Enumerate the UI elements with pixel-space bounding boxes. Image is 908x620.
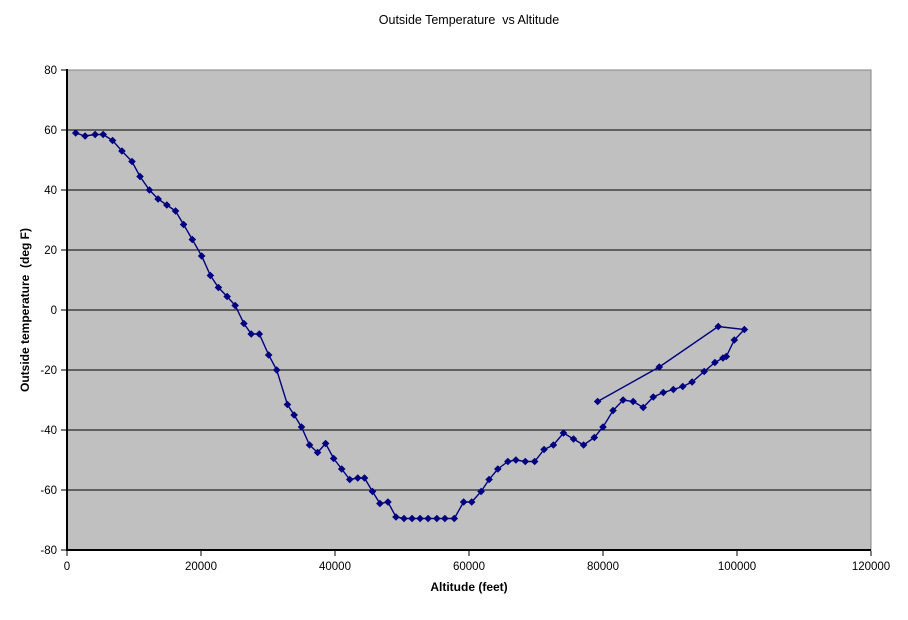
data-point-marker: [416, 514, 424, 523]
data-point-marker: [619, 396, 627, 404]
data-point-marker: [392, 513, 400, 521]
x-tick-label: 100000: [718, 561, 756, 573]
data-point-marker: [669, 385, 678, 394]
y-tick-label: -80: [40, 545, 57, 557]
data-point-marker: [108, 136, 117, 145]
data-point-marker: [579, 441, 588, 449]
data-point-marker: [441, 514, 449, 523]
data-point-marker: [188, 235, 197, 244]
data-point-marker: [290, 411, 298, 419]
data-point-marker: [91, 130, 99, 139]
data-point-marker: [494, 465, 502, 473]
data-point-marker: [678, 382, 687, 391]
data-point-marker: [521, 457, 530, 466]
data-point-marker: [264, 351, 273, 359]
data-point-marker: [467, 498, 476, 506]
y-tick-label: 0: [51, 305, 57, 317]
data-point-marker: [384, 498, 392, 506]
y-tick-label: -40: [40, 425, 57, 437]
data-point-marker: [171, 207, 180, 215]
data-point-marker: [272, 366, 281, 374]
data-point-marker: [163, 201, 171, 209]
y-tick-label: 60: [44, 125, 57, 137]
chart-title: Outside Temperature vs Altitude: [378, 13, 560, 27]
data-point-marker: [368, 487, 377, 496]
data-point-marker: [321, 439, 330, 448]
data-point-marker: [214, 283, 223, 292]
data-point-marker: [81, 132, 89, 140]
y-tick-label: 20: [44, 245, 57, 257]
x-tick-label: 20000: [185, 561, 217, 573]
data-point-marker: [247, 330, 256, 338]
data-point-marker: [450, 514, 459, 523]
data-point-marker: [730, 336, 739, 344]
data-point-marker: [136, 172, 144, 181]
data-point-marker: [206, 271, 215, 280]
data-point-marker: [477, 487, 485, 496]
data-point-marker: [590, 433, 599, 442]
data-point-marker: [329, 454, 338, 463]
data-point-marker: [599, 423, 607, 431]
data-point-marker: [609, 406, 617, 415]
data-point-marker: [223, 292, 231, 301]
data-point-marker: [512, 456, 520, 464]
data-point-marker: [231, 301, 239, 310]
y-tick-label: 40: [44, 185, 57, 197]
data-point-marker: [154, 195, 162, 203]
data-point-marker: [629, 397, 637, 406]
x-tick-label: 80000: [587, 561, 619, 573]
data-point-marker: [408, 514, 416, 523]
data-point-marker: [639, 403, 647, 412]
data-point-marker: [353, 474, 362, 482]
data-point-marker: [313, 448, 322, 457]
data-point-marker: [659, 388, 668, 397]
data-point-marker: [376, 499, 384, 508]
data-point-marker: [504, 457, 512, 466]
data-point-marker: [400, 514, 408, 523]
data-point-marker: [240, 319, 248, 328]
data-point-marker: [559, 429, 568, 437]
data-point-marker: [197, 252, 206, 260]
data-point-marker: [179, 220, 188, 229]
data-point-marker: [714, 322, 723, 331]
data-point-marker: [145, 186, 154, 194]
data-point-marker: [722, 352, 731, 361]
data-point-marker: [345, 475, 354, 484]
data-point-marker: [128, 157, 136, 166]
x-axis-title: Altitude (feet): [430, 580, 508, 594]
data-point-marker: [649, 393, 658, 401]
x-tick-label: 40000: [319, 561, 351, 573]
data-point-marker: [711, 358, 719, 367]
x-tick-label: 120000: [852, 561, 890, 573]
data-point-marker: [71, 129, 80, 137]
data-point-marker: [700, 367, 708, 376]
x-tick-label: 0: [64, 561, 70, 573]
data-point-marker: [530, 457, 539, 466]
data-point-marker: [459, 498, 468, 506]
data-point-marker: [655, 363, 664, 371]
data-point-marker: [740, 325, 749, 334]
data-point-marker: [688, 378, 696, 386]
data-point-marker: [485, 475, 493, 484]
y-tick-label: -20: [40, 365, 57, 377]
data-point-marker: [433, 514, 441, 523]
data-point-marker: [360, 474, 369, 482]
data-point-marker: [283, 400, 292, 409]
data-point-marker: [424, 514, 432, 523]
data-point-marker: [99, 130, 107, 139]
x-tick-label: 60000: [453, 561, 485, 573]
y-tick-label: -60: [40, 485, 57, 497]
data-point-marker: [305, 441, 314, 449]
data-point-marker: [593, 397, 602, 406]
data-point-marker: [549, 441, 558, 449]
data-point-marker: [569, 435, 578, 443]
data-point-marker: [540, 445, 548, 454]
data-point-marker: [297, 423, 306, 431]
data-point-marker: [337, 465, 346, 473]
y-tick-label: 80: [44, 65, 57, 77]
data-point-marker: [255, 330, 264, 338]
data-point-marker: [118, 147, 126, 155]
